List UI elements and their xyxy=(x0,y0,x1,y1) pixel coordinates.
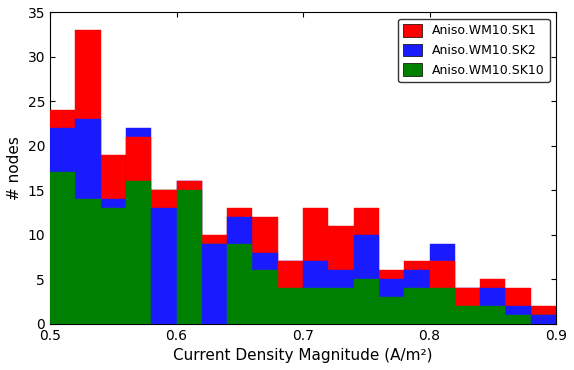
Bar xyxy=(100,199,126,324)
Bar xyxy=(202,243,227,324)
Bar xyxy=(328,270,354,324)
Bar xyxy=(506,288,531,324)
Bar xyxy=(278,288,303,324)
Bar xyxy=(278,261,303,324)
Bar xyxy=(253,217,278,324)
Bar xyxy=(50,110,75,324)
X-axis label: Current Density Magnitude (A/m²): Current Density Magnitude (A/m²) xyxy=(173,348,433,363)
Bar xyxy=(75,30,100,324)
Bar xyxy=(151,208,176,324)
Bar xyxy=(354,208,379,324)
Bar xyxy=(50,128,75,324)
Bar xyxy=(278,261,303,324)
Bar xyxy=(480,288,506,324)
Bar xyxy=(455,288,480,324)
Bar xyxy=(126,181,151,324)
Bar xyxy=(455,288,480,324)
Bar xyxy=(354,279,379,324)
Bar xyxy=(100,208,126,324)
Bar xyxy=(429,261,455,324)
Bar xyxy=(404,270,429,324)
Bar xyxy=(455,306,480,324)
Bar xyxy=(354,235,379,324)
Bar xyxy=(50,172,75,324)
Bar xyxy=(531,306,556,324)
Bar xyxy=(126,128,151,324)
Bar xyxy=(202,243,227,324)
Bar xyxy=(227,217,253,324)
Bar xyxy=(328,226,354,324)
Bar xyxy=(480,279,506,324)
Bar xyxy=(379,297,404,324)
Bar xyxy=(176,181,202,324)
Bar xyxy=(506,306,531,324)
Bar xyxy=(151,190,176,324)
Bar xyxy=(75,119,100,324)
Bar xyxy=(151,190,176,324)
Bar xyxy=(531,315,556,324)
Bar xyxy=(227,208,253,324)
Bar xyxy=(253,252,278,324)
Legend: Aniso.WM10.SK1, Aniso.WM10.SK2, Aniso.WM10.SK10: Aniso.WM10.SK1, Aniso.WM10.SK2, Aniso.WM… xyxy=(398,19,550,82)
Bar xyxy=(531,315,556,324)
Bar xyxy=(227,243,253,324)
Bar xyxy=(126,137,151,324)
Bar xyxy=(379,279,404,324)
Bar xyxy=(75,199,100,324)
Bar xyxy=(303,261,328,324)
Bar xyxy=(303,288,328,324)
Bar xyxy=(404,261,429,324)
Bar xyxy=(429,288,455,324)
Bar xyxy=(202,235,227,324)
Bar xyxy=(328,288,354,324)
Bar xyxy=(100,155,126,324)
Bar xyxy=(429,243,455,324)
Bar xyxy=(303,208,328,324)
Bar xyxy=(379,270,404,324)
Y-axis label: # nodes: # nodes xyxy=(7,136,22,200)
Bar xyxy=(480,306,506,324)
Bar xyxy=(506,315,531,324)
Bar xyxy=(176,181,202,324)
Bar xyxy=(253,270,278,324)
Bar xyxy=(176,190,202,324)
Bar xyxy=(404,288,429,324)
